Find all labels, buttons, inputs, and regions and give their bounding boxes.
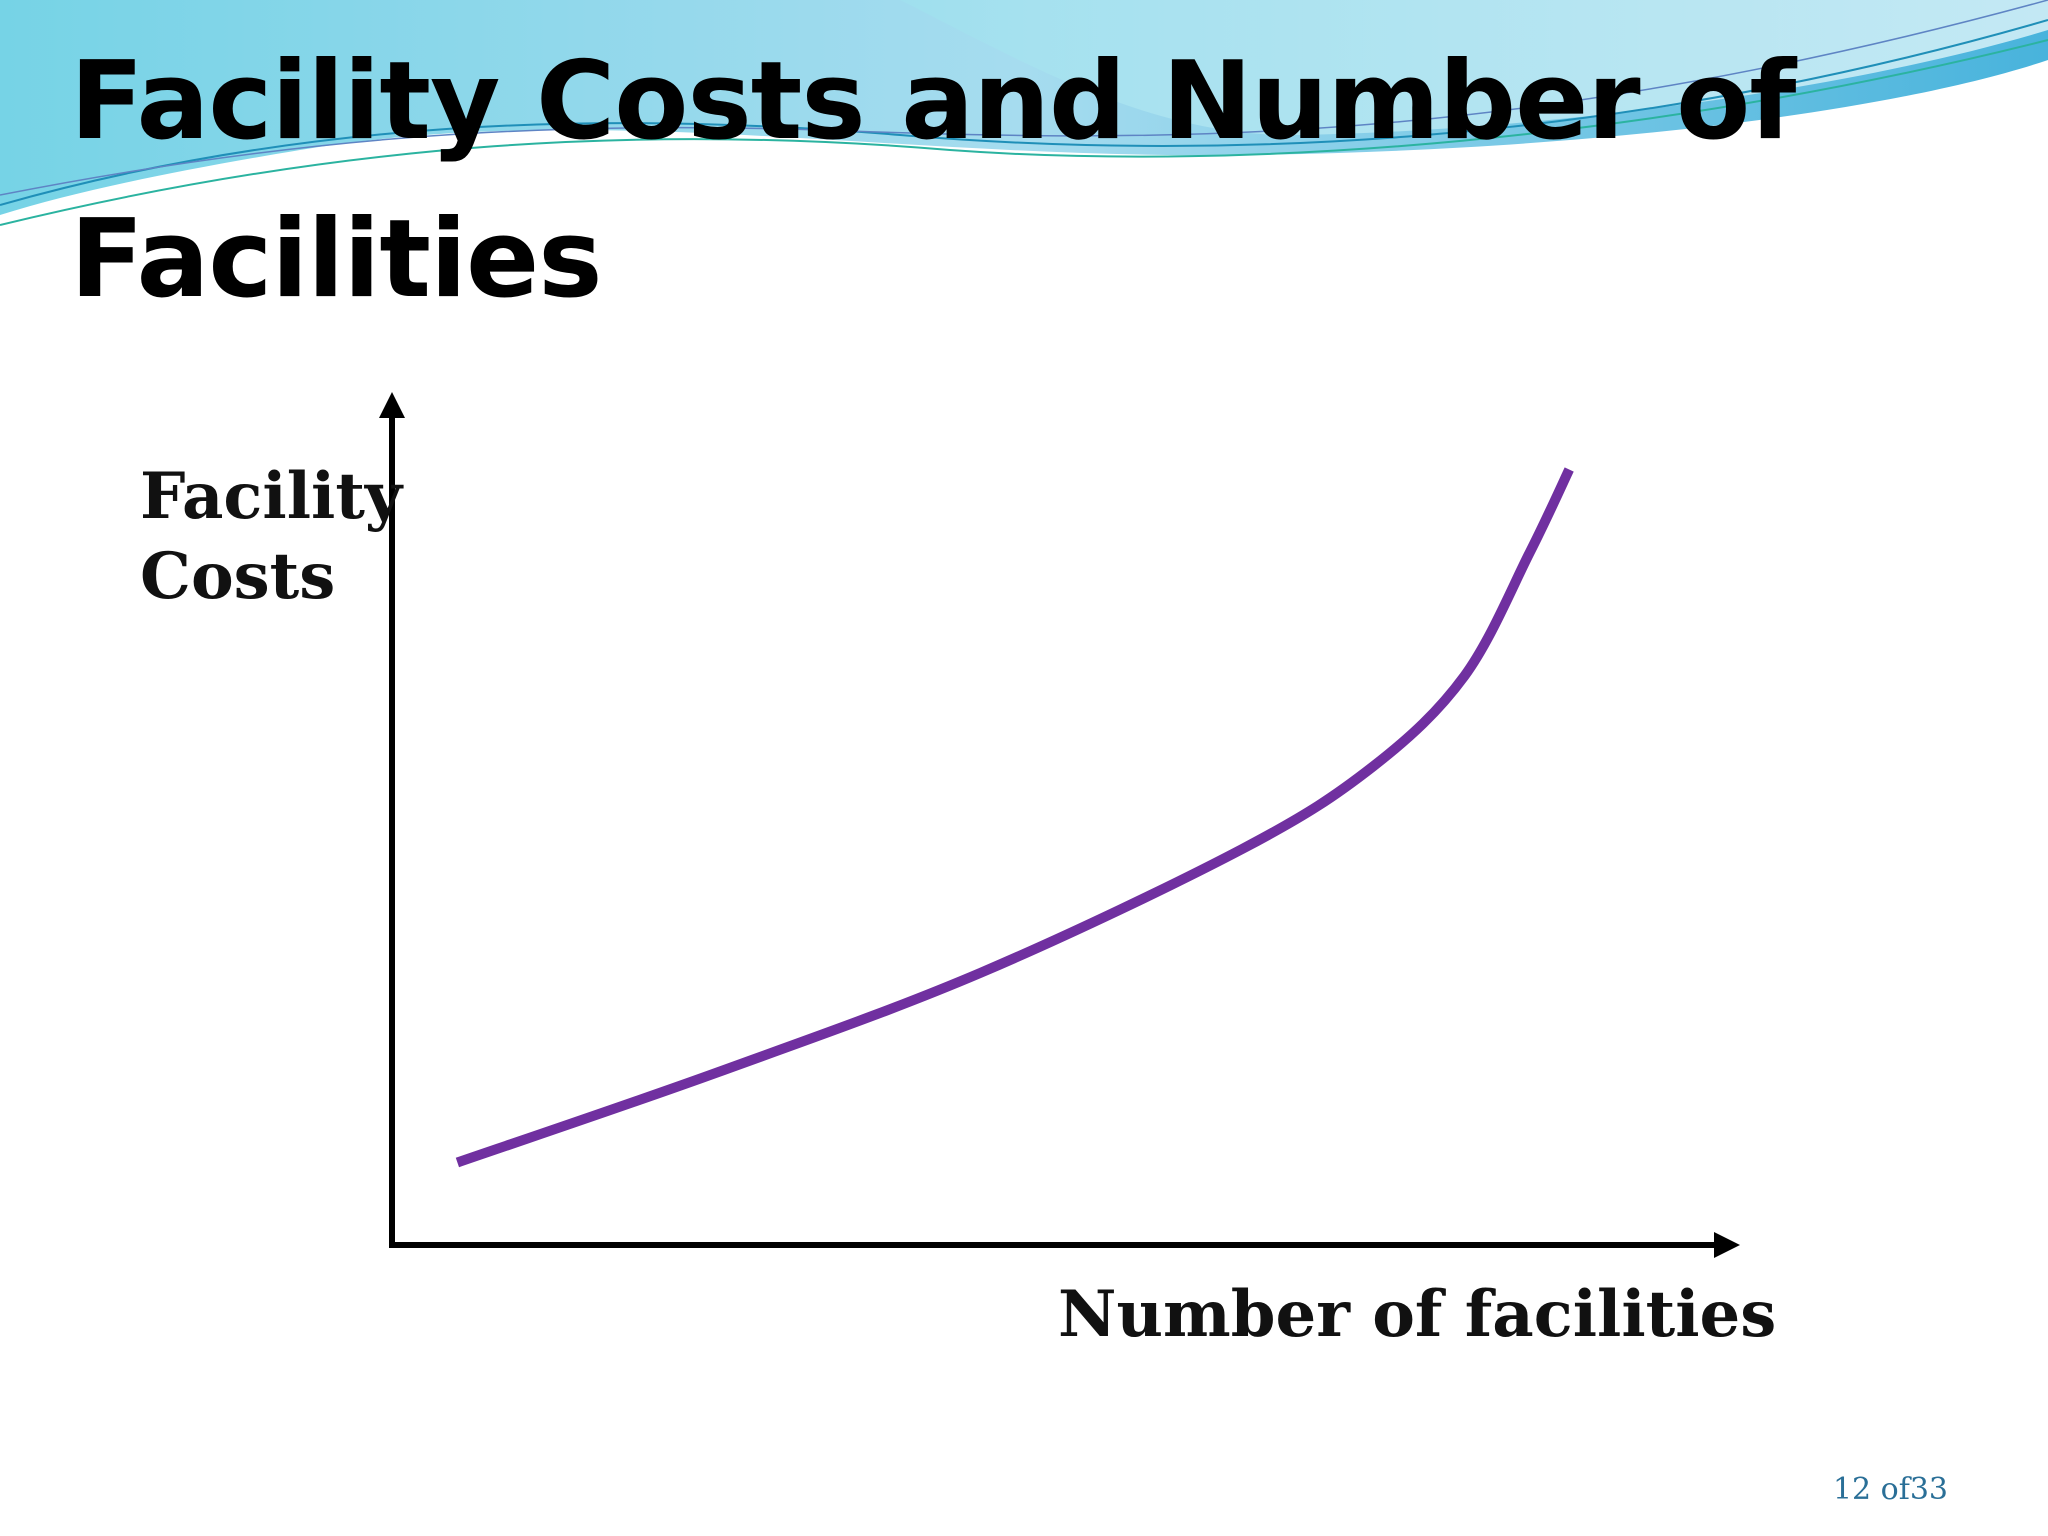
slide-title-line-2: Facilities [70,197,603,322]
wave-line-3 [0,0,2048,196]
x-axis-arrowhead [1714,1232,1740,1258]
slide-title-line-1: Facility Costs and Number of [70,39,1796,164]
series-line-facility-costs [455,467,1574,1168]
slide-page-number: 12 of33 [1832,1472,1948,1507]
series-group [455,467,1574,1168]
wave-band-light [900,0,2048,136]
wave-line-1 [0,19,2048,206]
y-axis-label-line-1: Facility [140,459,403,534]
y-axis-label-line-2: Costs [140,539,336,614]
y-axis-arrowhead [379,392,405,418]
x-axis-label: Number of facilities [1058,1277,1777,1352]
wave-line-2 [0,39,2048,226]
background-wave-decoration [0,0,2048,226]
